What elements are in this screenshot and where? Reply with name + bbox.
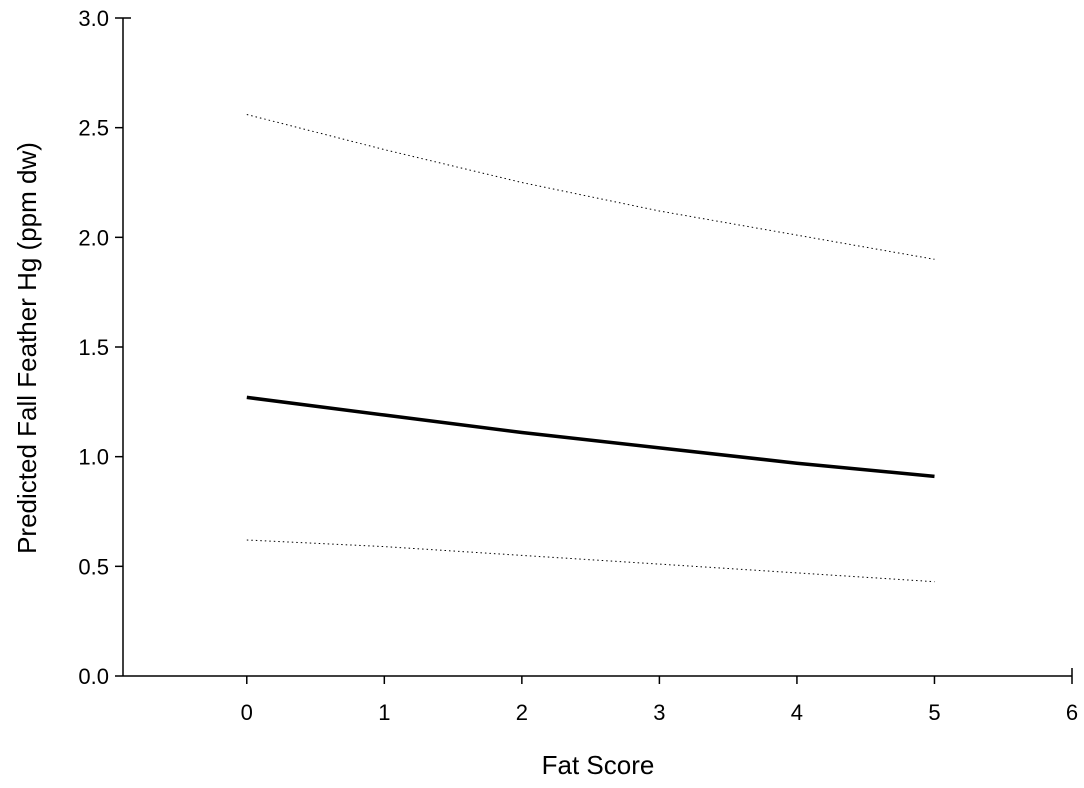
y-ticks: 0.0 0.5 1.0 1.5 2.0 2.5 3.0: [78, 6, 123, 689]
lower-confidence-line: [246, 539, 935, 583]
x-tick-label: 6: [1066, 700, 1078, 725]
x-tick-label: 2: [516, 700, 528, 725]
x-axis-title: Fat Score: [542, 750, 655, 780]
x-ticks: 0 1 2 3 4 5 6: [241, 676, 1078, 725]
y-tick-label: 1.0: [78, 445, 109, 470]
x-tick-label: 1: [378, 700, 390, 725]
y-tick-label: 1.5: [78, 335, 109, 360]
y-tick-label: 2.5: [78, 116, 109, 141]
upper-confidence-line: [246, 114, 935, 260]
plot-frame: [122, 17, 1073, 677]
x-tick-label: 0: [241, 700, 253, 725]
series-layer: [246, 114, 935, 583]
y-tick-label: 0.5: [78, 554, 109, 579]
y-tick-label: 2.0: [78, 225, 109, 250]
x-tick-label: 4: [791, 700, 803, 725]
x-tick-label: 3: [653, 700, 665, 725]
x-tick-label: 5: [928, 700, 940, 725]
y-tick-label: 3.0: [78, 6, 109, 31]
y-tick-label: 0.0: [78, 664, 109, 689]
y-axis-title: Predicted Fall Feather Hg (ppm dw): [12, 142, 42, 554]
prediction-line: [246, 395, 935, 479]
